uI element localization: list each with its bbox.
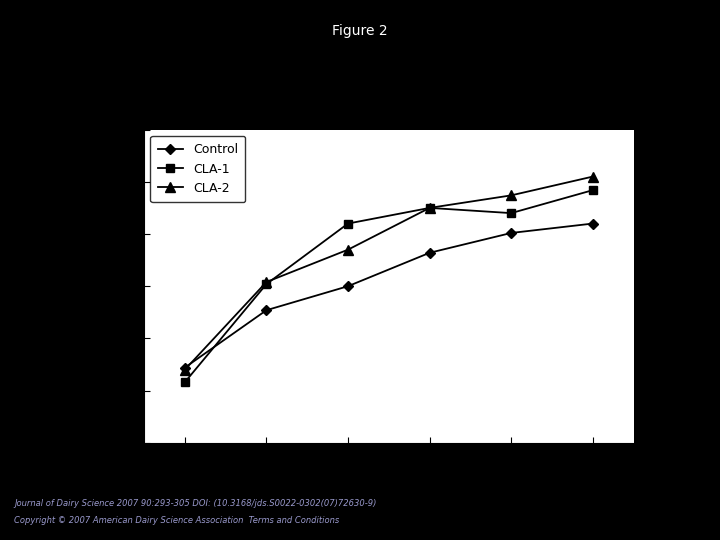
- Legend: Control, CLA-1, CLA-2: Control, CLA-1, CLA-2: [150, 136, 246, 202]
- Control: [588, 220, 597, 227]
- CLA-1: [262, 281, 271, 287]
- Line: CLA-2: CLA-2: [180, 172, 598, 374]
- Control: [262, 307, 271, 313]
- CLA-2: [343, 246, 352, 253]
- CLA-2: [507, 192, 516, 199]
- CLA-1: [343, 220, 352, 227]
- CLA-1: [426, 205, 434, 211]
- Text: Copyright © 2007 American Dairy Science Association  Terms and Conditions: Copyright © 2007 American Dairy Science …: [14, 516, 340, 525]
- CLA-1: [507, 210, 516, 217]
- Y-axis label: Milk yield (kg/d): Milk yield (kg/d): [102, 217, 117, 355]
- CLA-2: [181, 367, 189, 373]
- CLA-2: [426, 205, 434, 211]
- Control: [181, 364, 189, 371]
- Control: [507, 230, 516, 236]
- CLA-2: [262, 279, 271, 285]
- Line: CLA-1: CLA-1: [181, 186, 597, 386]
- Control: [426, 249, 434, 256]
- CLA-2: [588, 173, 597, 180]
- Text: Journal of Dairy Science 2007 90:293-305 DOI: (10.3168/jds.S0022-0302(07)72630-9: Journal of Dairy Science 2007 90:293-305…: [14, 500, 377, 509]
- CLA-1: [181, 379, 189, 386]
- Control: [343, 283, 352, 289]
- Text: Figure 2: Figure 2: [332, 24, 388, 38]
- Line: Control: Control: [181, 220, 596, 371]
- X-axis label: Week of lactation: Week of lactation: [313, 466, 464, 481]
- CLA-1: [588, 187, 597, 193]
